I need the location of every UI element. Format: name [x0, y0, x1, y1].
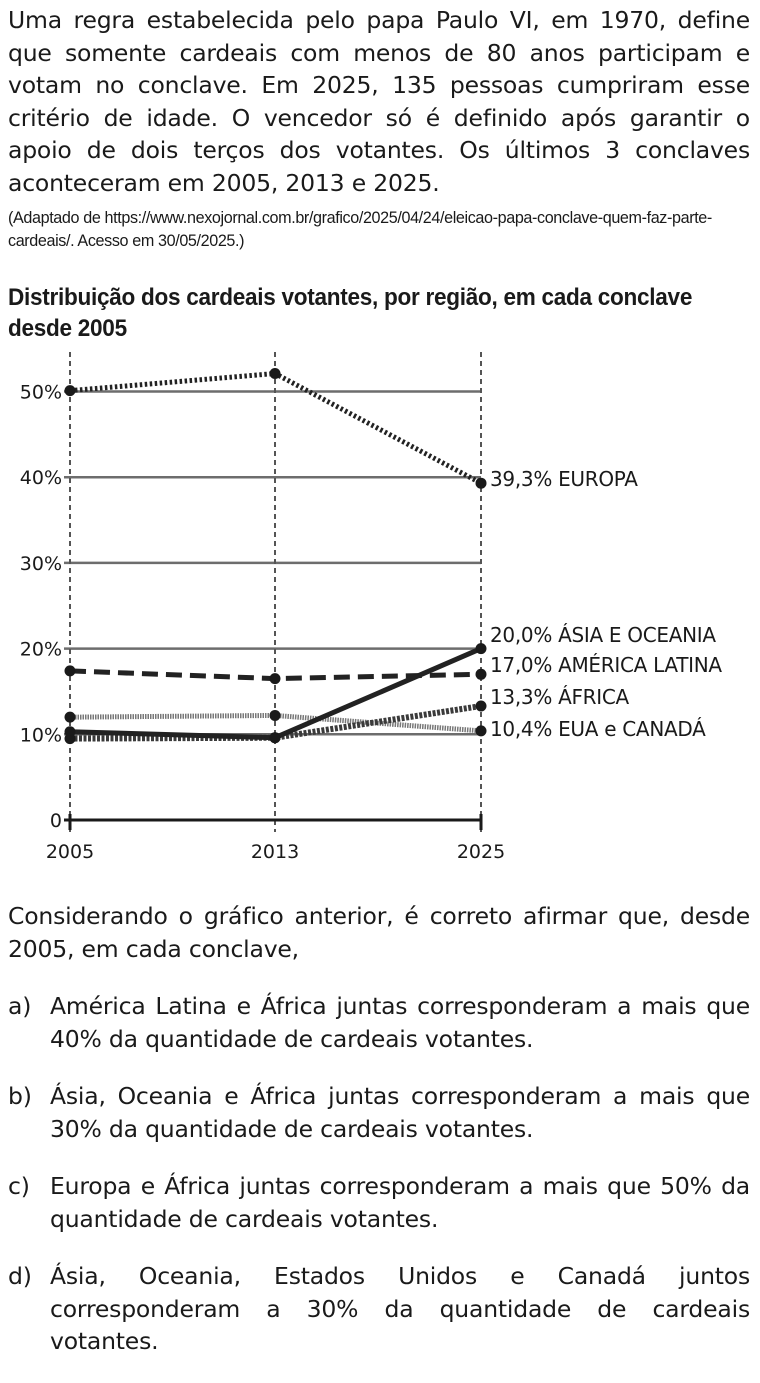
data-point	[269, 709, 281, 721]
source-citation: (Adaptado de https://www.nexojornal.com.…	[8, 208, 712, 250]
chart-axes: 0 10% 20% 30% 40% 50% 2005 2013 2025	[20, 382, 505, 864]
data-point	[475, 643, 487, 655]
intro-paragraph: Uma regra estabelecida pelo papa Paulo V…	[8, 6, 750, 197]
data-point	[64, 665, 76, 677]
chart-labels: 39,3% EUROPA 20,0% ÁSIA E OCEANIA 17,0% AM…	[490, 467, 723, 741]
x-tick-label: 2013	[251, 841, 299, 863]
y-tick-label: 30%	[20, 553, 62, 575]
data-point	[64, 726, 76, 738]
data-point	[269, 368, 281, 380]
chart-title: Distribuição dos cardeais votantes, por …	[8, 284, 693, 342]
data-point	[64, 711, 76, 723]
option-text: Ásia, Oceania, Estados Unidos e Canadá j…	[50, 1262, 750, 1355]
data-point	[269, 673, 281, 685]
option-c[interactable]: c) Europa e África juntas corresponderam…	[8, 1170, 750, 1235]
data-point	[475, 725, 487, 737]
data-point	[269, 732, 281, 744]
series-end-label: 17,0% AMÉRICA LATINA	[490, 653, 722, 677]
option-text: Europa e África juntas corresponderam a …	[50, 1172, 750, 1233]
option-text: Ásia, Oceania e África juntas correspond…	[50, 1082, 750, 1143]
y-tick-label: 10%	[20, 724, 62, 746]
series-end-label: 20,0% ÁSIA E OCEANIA	[490, 623, 716, 647]
option-text: América Latina e África juntas correspon…	[50, 992, 750, 1053]
data-point	[475, 700, 487, 712]
option-d[interactable]: d) Ásia, Oceania, Estados Unidos e Canad…	[8, 1260, 750, 1358]
x-tick-label: 2025	[457, 841, 505, 863]
option-b[interactable]: b) Ásia, Oceania e África juntas corresp…	[8, 1080, 750, 1145]
series-end-label: 10,4% EUA e CANADÁ	[490, 717, 706, 741]
question-stem: Considerando o gráfico anterior, é corre…	[8, 902, 750, 963]
series-end-label: 13,3% ÁFRICA	[490, 685, 630, 709]
option-a[interactable]: a) América Latina e África juntas corres…	[8, 990, 750, 1055]
chart-series	[64, 368, 487, 745]
y-tick-label: 40%	[20, 467, 62, 489]
data-point	[64, 385, 76, 397]
data-point	[475, 477, 487, 489]
x-tick-label: 2005	[46, 841, 94, 863]
data-point	[475, 668, 487, 680]
chart-gridlines	[64, 352, 482, 832]
option-letter: c)	[8, 1172, 30, 1200]
y-tick-label: 0	[50, 810, 62, 832]
option-letter: a)	[8, 992, 32, 1020]
y-tick-label: 50%	[20, 382, 62, 404]
option-letter: d)	[8, 1262, 32, 1290]
y-tick-label: 20%	[20, 639, 62, 661]
answer-options: a) América Latina e África juntas corres…	[8, 990, 750, 1383]
line-chart: 0 10% 20% 30% 40% 50% 2005 2013 2025 39,3% EUROP…	[20, 352, 723, 864]
option-letter: b)	[8, 1082, 32, 1110]
series-end-label: 39,3% EUROPA	[490, 467, 638, 491]
